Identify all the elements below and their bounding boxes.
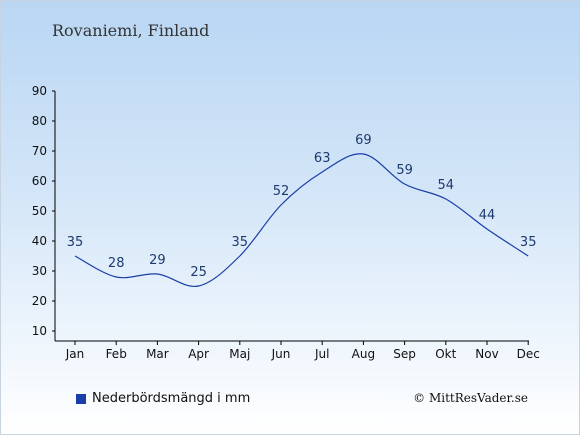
data-label: 69	[355, 133, 372, 148]
data-label: 35	[232, 235, 249, 250]
y-tick-label: 10	[32, 324, 47, 338]
x-tick-label: Maj	[229, 347, 250, 361]
legend: Nederbördsmängd i mm	[76, 391, 250, 406]
data-label: 59	[396, 163, 413, 178]
x-tick-label: Jun	[271, 347, 291, 361]
data-label: 35	[520, 235, 537, 250]
x-tick-label: Sep	[393, 347, 416, 361]
data-label: 44	[479, 208, 496, 223]
data-label: 54	[438, 178, 455, 193]
data-labels: 35 28 29 25 35 52 63 69 59 54 44 35	[67, 133, 537, 280]
data-label: 25	[190, 265, 207, 280]
y-tick-label: 50	[32, 204, 47, 218]
y-tick-label: 90	[32, 84, 47, 98]
chart-title: Rovaniemi, Finland	[52, 21, 210, 40]
data-label: 29	[149, 253, 166, 268]
copyright-text: © MittResVader.se	[413, 391, 528, 405]
series-group	[74, 153, 529, 288]
legend-swatch	[76, 393, 86, 404]
x-tick-label: Aug	[352, 347, 375, 361]
axes	[54, 91, 529, 342]
x-tick-label: Nov	[475, 347, 498, 361]
series-line	[74, 153, 529, 288]
legend-label: Nederbördsmängd i mm	[92, 391, 251, 406]
y-tick-label: 20	[32, 294, 47, 308]
x-tick-label: Apr	[188, 347, 209, 361]
x-tick-label: Jul	[314, 347, 329, 361]
x-tick-label: Feb	[106, 347, 127, 361]
x-axis-ticks: Jan Feb Mar Apr Maj Jun Jul Aug Sep Okt Nov Dec	[65, 341, 540, 361]
y-axis-ticks: 10 20 30 40 50 60 70 80 90	[32, 84, 55, 338]
data-label: 28	[108, 256, 125, 271]
y-tick-label: 30	[32, 264, 47, 278]
data-label: 52	[273, 184, 290, 199]
data-label: 35	[67, 235, 84, 250]
x-tick-label: Jan	[65, 347, 85, 361]
data-label: 63	[314, 151, 331, 166]
y-tick-label: 70	[32, 144, 47, 158]
x-tick-label: Okt	[435, 347, 456, 361]
y-tick-label: 80	[32, 114, 47, 128]
y-tick-label: 40	[32, 234, 47, 248]
x-tick-label: Dec	[517, 347, 540, 361]
x-tick-label: Mar	[146, 347, 169, 361]
y-tick-label: 60	[32, 174, 47, 188]
